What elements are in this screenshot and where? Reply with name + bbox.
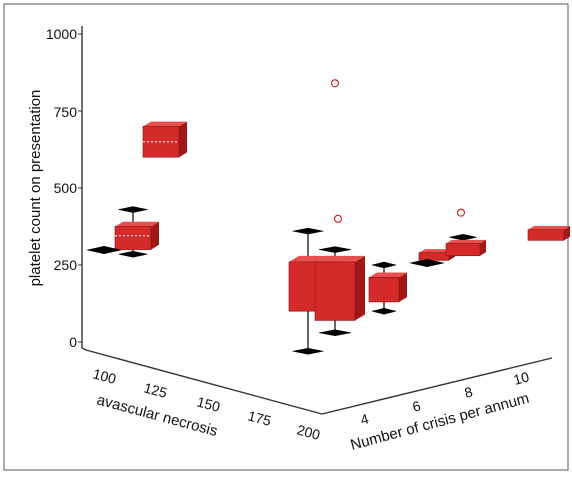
x-tick-group: 100 125 150 175 200	[91, 365, 322, 443]
x-tick-label: 175	[246, 407, 273, 429]
whisker-cap-low	[118, 250, 148, 258]
outlier-point	[456, 208, 466, 217]
whisker-cap-low	[292, 347, 324, 355]
z-tick-group: 4 6 8 10	[359, 368, 531, 428]
y-tick-group: 1000 750 500 250 0	[46, 26, 82, 350]
x-tick-label: 100	[91, 365, 118, 387]
x-axis-line	[85, 349, 323, 415]
base-marker	[86, 246, 122, 254]
whisker-cap-low	[318, 329, 352, 337]
z-tick-label: 4	[359, 410, 371, 428]
outlier-point	[333, 214, 343, 223]
z-tick-label: 6	[411, 397, 423, 415]
axis-corner	[81, 347, 87, 351]
plot-marks	[86, 79, 570, 355]
chart-frame	[3, 3, 569, 471]
box-top	[369, 272, 407, 278]
box-front	[527, 229, 565, 241]
box-top	[446, 239, 486, 244]
y-tick-label: 750	[54, 104, 78, 120]
whisker-cap-high	[118, 206, 148, 213]
whisker-cap-high	[371, 261, 397, 269]
whisker-cap-high	[318, 246, 352, 253]
box-side	[151, 221, 159, 250]
z-tick-label: 8	[463, 383, 475, 401]
x-tick-label: 200	[295, 421, 322, 443]
box-side	[355, 255, 365, 321]
box-front	[114, 226, 152, 250]
box-side	[179, 121, 187, 158]
y-axis-label: platelet count on presentation	[27, 90, 44, 287]
box-top	[143, 121, 187, 127]
box-top	[528, 225, 570, 230]
box-side	[564, 225, 570, 241]
y-tick-label: 0	[69, 334, 77, 350]
y-tick-label: 500	[54, 180, 78, 196]
x-tick-label: 125	[142, 379, 169, 401]
box-top	[315, 255, 365, 262]
y-tick-label: 250	[54, 257, 78, 273]
z-tick-label: 10	[512, 368, 531, 388]
box-side	[399, 272, 407, 302]
y-tick-label: 1000	[46, 26, 77, 42]
box-front	[368, 277, 400, 303]
x-tick-label: 150	[195, 393, 222, 415]
box-front	[314, 261, 356, 321]
box-top	[115, 221, 159, 227]
z-axis-line	[321, 357, 553, 415]
base-marker	[409, 259, 445, 267]
whisker-cap-low	[371, 307, 397, 315]
box-side	[480, 239, 486, 256]
whisker-cap-high	[292, 227, 324, 235]
outlier-point	[330, 79, 340, 88]
box-front	[445, 243, 481, 257]
whisker-cap-high	[449, 234, 477, 241]
box-front	[418, 252, 450, 261]
